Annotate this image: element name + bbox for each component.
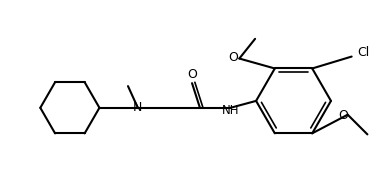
Text: NH: NH (222, 104, 239, 117)
Text: Cl: Cl (357, 46, 370, 59)
Text: N: N (133, 101, 142, 114)
Text: O: O (338, 109, 348, 122)
Text: O: O (187, 68, 197, 81)
Text: O: O (228, 51, 238, 64)
